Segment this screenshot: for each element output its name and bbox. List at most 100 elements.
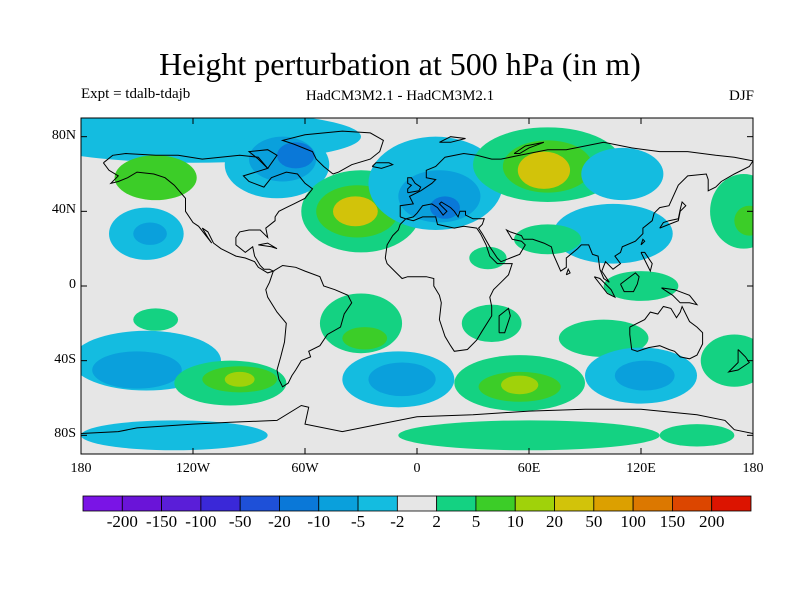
colorbar-label: 100	[620, 512, 646, 531]
anomaly-canada-neg3	[277, 142, 315, 169]
colorbar-label: -50	[228, 512, 252, 531]
coast-madagascar	[498, 307, 511, 334]
anomaly-natlantic-pos3	[333, 196, 378, 227]
anomaly-satl-neg2	[368, 362, 436, 397]
anomaly-field	[81, 118, 753, 451]
anomaly-asia-pos	[514, 224, 582, 255]
colorbar-box	[161, 495, 202, 512]
anomaly-antarctic-neg	[81, 420, 268, 451]
coast-sumatra	[593, 276, 617, 299]
coast-sri-lanka	[565, 267, 571, 276]
colorbar-label: -2	[390, 512, 405, 531]
colorbar-label: -20	[268, 512, 291, 531]
colorbar-box	[514, 495, 555, 512]
colorbar-box	[239, 495, 280, 512]
coast-south-america	[265, 264, 353, 388]
colorbar-box	[593, 495, 634, 512]
coast-svalbard	[439, 136, 466, 143]
figure-title: Height perturbation at 500 hPa (in m)	[159, 46, 641, 82]
anomaly-npac-east-pos2	[734, 205, 753, 236]
colorbar-label: 2	[432, 512, 441, 531]
colorbar-label: -10	[307, 512, 331, 531]
anomaly-europe-neg3	[430, 196, 460, 219]
anomaly-eurasia-neg	[581, 147, 664, 201]
colorbar	[82, 495, 752, 512]
model-label: HadCM3M2.1 - HadCM3M2.1	[305, 88, 495, 104]
lon-label: 60E	[517, 461, 541, 476]
anomaly-asia-neg	[553, 203, 673, 264]
coast-north-america	[102, 152, 314, 274]
lat-label: 40N	[51, 202, 76, 218]
lon-label: 180	[70, 461, 92, 476]
lon-label: 60W	[291, 461, 319, 476]
colorbar-label: 10	[506, 512, 524, 531]
colorbar-box	[632, 495, 673, 512]
colorbar-label: 50	[585, 512, 603, 531]
anomaly-europe-neg2	[398, 170, 481, 223]
lon-label: 120W	[175, 461, 211, 476]
axis-ticks	[80, 118, 754, 454]
coast-australia	[629, 305, 704, 360]
colorbar-box	[279, 495, 320, 512]
coast-new-zealand	[727, 349, 750, 373]
lat-label: 40S	[54, 351, 76, 367]
season-label: DJF	[728, 88, 754, 104]
coast-africa	[384, 216, 513, 352]
colorbar-box	[672, 495, 713, 512]
coast-antarctica	[81, 404, 753, 434]
colorbar-box	[357, 495, 398, 512]
coastlines	[81, 130, 753, 434]
colorbar-box	[554, 495, 595, 512]
coast-borneo	[620, 272, 640, 293]
anomaly-antarctic-pos	[398, 420, 660, 451]
anomaly-antarctic-pos2	[659, 424, 735, 447]
coast-greenland	[280, 130, 385, 175]
anomaly-spac-pos3	[224, 371, 255, 387]
colorbar-box	[318, 495, 359, 512]
coast-cuba	[258, 242, 278, 250]
anomaly-s-ind-pos	[461, 304, 522, 343]
colorbar-box	[121, 495, 162, 512]
anomaly-spac-neg2	[92, 351, 182, 389]
lon-label: 0	[413, 461, 421, 476]
anomaly-spac-east-pos	[700, 334, 753, 387]
anomaly-siberia-pos3	[517, 151, 571, 189]
anomaly-wpac-pos	[603, 271, 679, 301]
colorbar-box	[200, 495, 241, 512]
colorbar-label: 150	[659, 512, 686, 531]
anomaly-sind-pos3	[501, 375, 539, 395]
lat-label: 80N	[51, 127, 76, 143]
colorbar-box	[396, 495, 438, 512]
coast-japan	[659, 201, 687, 229]
coast-uk	[407, 177, 422, 194]
anomaly-s-atl-pos2	[342, 327, 388, 350]
anomaly-pacific-npos	[114, 155, 197, 201]
anomaly-sind-neg2	[614, 360, 675, 391]
lon-label: 180	[742, 461, 764, 476]
coast-baffin	[247, 149, 278, 169]
experiment-label: Expt = tdalb-tdajb	[81, 86, 191, 102]
coast-novaya-zemlya	[513, 141, 545, 154]
colorbar-box	[475, 495, 516, 512]
colorbar-box	[82, 495, 123, 512]
anomaly-s-ind-pos2	[558, 319, 649, 357]
colorbar-box	[436, 495, 477, 512]
coast-new-guinea	[661, 287, 699, 306]
colorbar-label: -100	[185, 512, 217, 531]
colorbar-label: -150	[145, 512, 178, 531]
colorbar-label: -200	[106, 512, 138, 531]
lat-label: 0	[69, 277, 76, 292]
coast-taiwan	[640, 238, 646, 246]
lat-label: 80S	[54, 426, 76, 442]
lon-label: 120E	[626, 461, 656, 476]
colorbar-label: 200	[698, 512, 725, 531]
coast-philippines	[640, 251, 653, 273]
anomaly-tpac-pos	[133, 308, 179, 331]
colorbar-label: -5	[350, 512, 366, 531]
anomaly-npacific-neg2	[133, 222, 167, 245]
colorbar-box	[711, 495, 752, 512]
coast-iceland	[371, 162, 394, 169]
colorbar-label: 20	[546, 512, 564, 531]
colorbar-label: 5	[471, 512, 481, 531]
